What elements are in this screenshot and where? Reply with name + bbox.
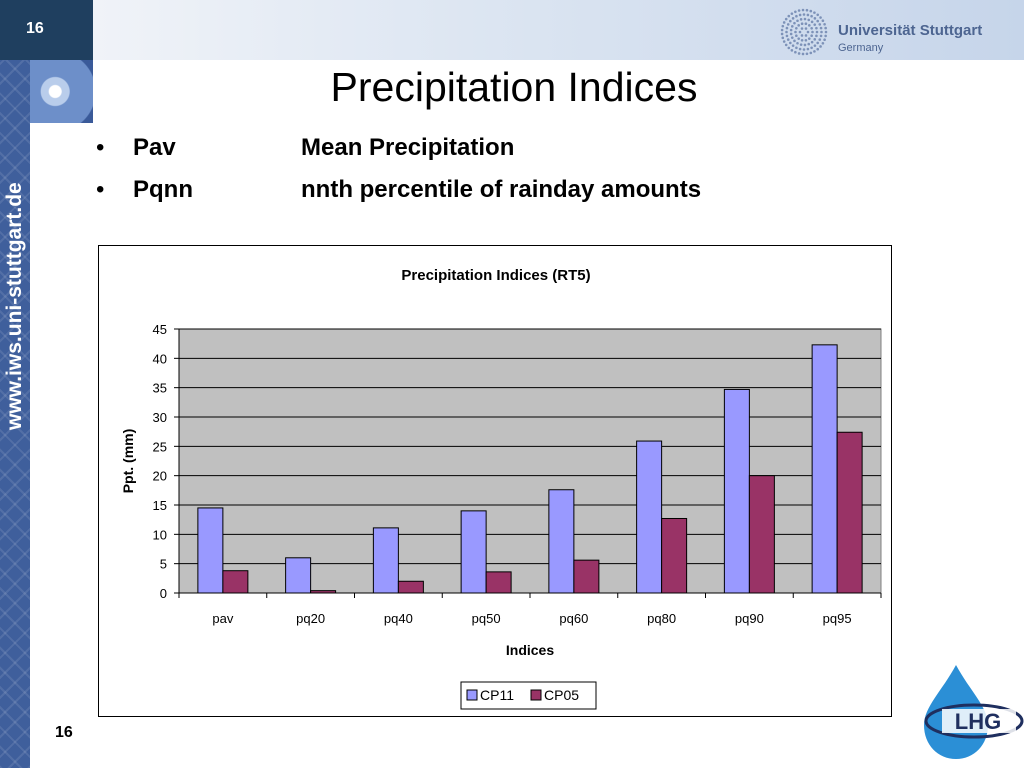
bullet-symbol: •	[96, 176, 105, 203]
bar-cp05	[748, 475, 775, 594]
x-tick-label: pq40	[384, 611, 413, 626]
slide-title: Precipitation Indices	[330, 64, 698, 110]
y-tick-label: 45	[153, 322, 167, 337]
x-tick-label: pq50	[472, 611, 501, 626]
bar-cp11	[811, 344, 838, 594]
bar-cp11	[285, 557, 312, 594]
legend-label-cp05: CP05	[544, 687, 579, 703]
y-tick-label: 30	[153, 410, 167, 425]
bar-cp05	[397, 580, 424, 594]
bullet-term: Pav	[133, 134, 176, 161]
bullet-description: nnth percentile of rainday amounts	[301, 176, 702, 203]
bar-cp11	[723, 388, 750, 594]
legend-swatch-cp11	[466, 689, 478, 701]
y-tick-label: 0	[160, 586, 167, 601]
bullet-symbol: •	[96, 134, 105, 161]
bar-cp11	[460, 510, 487, 594]
slide-number-box: 16	[0, 0, 93, 60]
plot-area: 0 5 10 15 20 25 30 35 40 45 pav pq20 pq40 pq50 pq60 pq8…	[153, 322, 882, 626]
bar-cp11	[548, 489, 575, 594]
y-tick-label: 20	[153, 469, 167, 484]
bar-cp11	[197, 507, 224, 594]
y-tick-label: 35	[153, 381, 167, 396]
plot-background	[178, 328, 882, 594]
legend-box	[460, 681, 597, 710]
bar-cp05	[836, 431, 863, 594]
header-band	[93, 0, 1024, 60]
university-country: Germany	[838, 42, 884, 54]
slide-number-top: 16	[26, 20, 44, 37]
y-tick-label: 40	[153, 351, 167, 366]
bar-cp05	[222, 570, 249, 594]
slide-number-bottom: 16	[55, 724, 73, 741]
x-tick-label: pq20	[296, 611, 325, 626]
legend-swatch-cp05	[530, 689, 542, 701]
x-tick-label: pq60	[559, 611, 588, 626]
y-tick-label: 15	[153, 498, 167, 513]
bar-cp05	[485, 571, 512, 594]
x-axis-label: Indices	[506, 642, 554, 658]
bullet-term: Pqnn	[133, 176, 193, 203]
x-tick-label: pq95	[823, 611, 852, 626]
bar-cp05	[661, 517, 688, 594]
sidebar-band	[0, 0, 30, 768]
x-tick-label: pq90	[735, 611, 764, 626]
y-tick-label: 25	[153, 439, 167, 454]
chart-frame: Precipitation Indices (RT5) 0 5 10 15 20 25 30…	[98, 245, 892, 717]
corner-decoration-image	[30, 60, 93, 123]
legend-label-cp11: CP11	[480, 687, 514, 703]
y-tick-label: 10	[153, 527, 167, 542]
bar-chart: Precipitation Indices (RT5) 0 5 10 15 20 25 30…	[120, 267, 882, 710]
website-url: www.iws.uni-stuttgart.de	[3, 182, 26, 430]
y-tick-label: 5	[160, 557, 167, 572]
lhg-logo-text: LHG	[955, 709, 1001, 734]
chart-legend: CP11 CP05	[460, 681, 597, 710]
bullet-description: Mean Precipitation	[301, 134, 515, 161]
university-name: Universität Stuttgart	[838, 22, 983, 39]
bar-cp05	[573, 559, 600, 594]
x-tick-label: pav	[212, 611, 233, 626]
x-tick-label: pq80	[647, 611, 676, 626]
y-axis-label: Ppt. (mm)	[120, 429, 136, 494]
chart-title: Precipitation Indices (RT5)	[401, 267, 590, 284]
bar-cp11	[636, 440, 663, 594]
university-emblem-icon	[780, 8, 828, 56]
bar-cp11	[372, 527, 399, 594]
lhg-logo: LHG	[924, 665, 1024, 759]
